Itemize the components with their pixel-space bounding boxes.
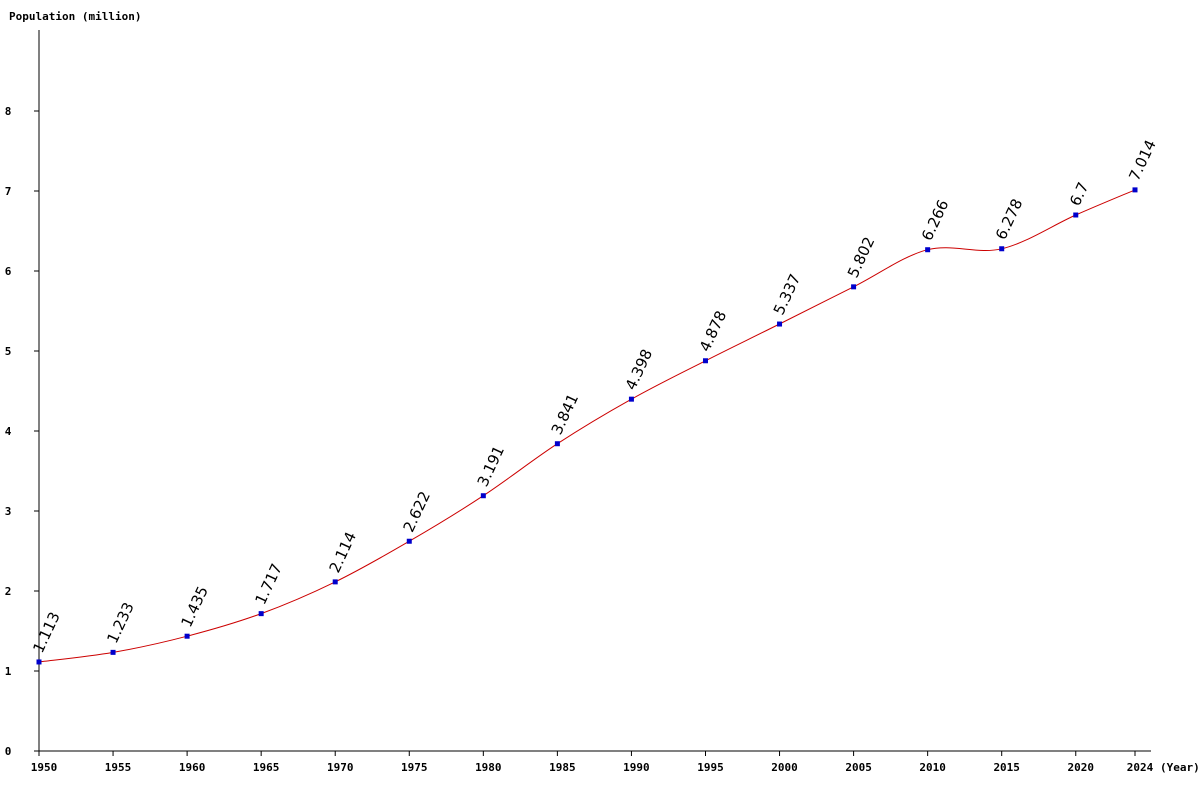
y-axis-title: Population (million) (9, 10, 141, 23)
data-label: 3.841 (548, 391, 582, 438)
y-tick-label: 4 (5, 425, 12, 438)
x-tick-label: 2024 (1127, 761, 1154, 774)
data-label: 2.622 (400, 488, 434, 535)
data-labels-group: 1.113 1.233 1.435 1.7172.1142.6223.1913.841… (29, 137, 1159, 656)
x-tick-label: 1960 (179, 761, 206, 774)
x-tick-label: 1950 (31, 761, 58, 774)
y-tick-label: 7 (5, 185, 12, 198)
x-tick-label: 2010 (919, 761, 946, 774)
data-label: 1.233 (103, 600, 137, 647)
data-label: 2.114 (326, 529, 360, 576)
data-label: 1.435 (177, 583, 211, 630)
data-point (999, 246, 1005, 252)
x-tick-label: 1975 (401, 761, 428, 774)
data-label: 6.7 (1066, 179, 1092, 208)
y-tick-label: 0 (5, 745, 12, 758)
data-point (628, 396, 634, 402)
data-point (184, 633, 190, 639)
x-tick-label: 2015 (993, 761, 1020, 774)
series-line (38, 189, 1136, 663)
data-label: 5.802 (844, 234, 878, 281)
x-tick-label: 1970 (327, 761, 354, 774)
y-tick-label: 6 (5, 265, 12, 278)
y-tick-label: 8 (5, 105, 12, 118)
x-tick-label: 2000 (771, 761, 798, 774)
x-tick-label: 1965 (253, 761, 280, 774)
x-tick-label: 1990 (623, 761, 650, 774)
data-point (406, 538, 412, 544)
data-label: 6.278 (992, 196, 1026, 243)
y-tick-label: 5 (5, 345, 12, 358)
x-tick-label: 1985 (549, 761, 576, 774)
data-label: 1.113 (29, 609, 63, 656)
x-tick-label: 1955 (105, 761, 132, 774)
data-point (1073, 212, 1079, 218)
y-tick-label: 3 (5, 505, 12, 518)
data-point (777, 321, 783, 327)
data-label: 1.717 (251, 561, 285, 608)
data-label: 7.014 (1125, 137, 1159, 184)
y-tick-label: 1 (5, 665, 12, 678)
data-point (925, 247, 931, 253)
x-tick-label: 1995 (697, 761, 724, 774)
data-point (258, 611, 264, 617)
data-label: 5.337 (770, 271, 804, 318)
x-tick-label: 2020 (1068, 761, 1095, 774)
data-point (851, 284, 857, 290)
data-point (554, 441, 560, 447)
data-point (702, 358, 708, 364)
data-point (1132, 187, 1138, 193)
x-tick-label: 2005 (845, 761, 872, 774)
data-point (332, 579, 338, 585)
data-point (110, 649, 116, 655)
data-label: 4.878 (696, 308, 730, 355)
data-point (480, 493, 486, 499)
x-tick-label: 1980 (475, 761, 502, 774)
y-ticks-group: 0 1 2 3 4 5 6 7 8 (5, 105, 39, 758)
markers-group (36, 187, 1138, 665)
x-ticks-group: 1950 1955 1960 1965 1970 1975 1980 1985 1990 1995… (31, 751, 1154, 774)
data-label: 6.266 (918, 197, 952, 244)
data-point (36, 659, 42, 665)
y-tick-label: 2 (5, 585, 12, 598)
data-label: 4.398 (622, 346, 656, 393)
x-axis-title: (Year) (1160, 761, 1200, 774)
